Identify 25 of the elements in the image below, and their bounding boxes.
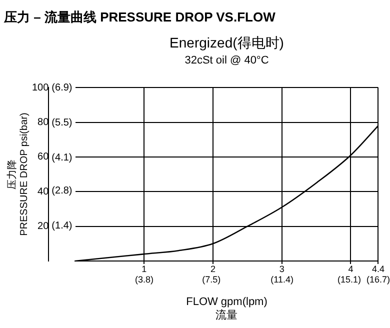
y-tick-label: 80 [38,117,50,128]
x2-tick-label: (7.5) [202,274,221,285]
x-axis-title: FLOW gpm(lpm) 流量 [186,296,268,322]
y-axis-title: 压力降 PRESSURE DROP psi(bar) [6,112,30,236]
x-tick-label: 4.4 [372,264,384,274]
y2-tick-label: (1.4) [52,220,72,232]
x-tick-label: 4 [348,264,354,274]
x2-tick-label: (16.7) [366,274,390,285]
y2-tick-label: (6.9) [52,82,72,94]
y-tick-label: 100 [32,82,50,94]
y2-tick-label: (2.8) [52,185,72,196]
chart-title: 压力 – 流量曲线 PRESSURE DROP VS.FLOW [3,9,276,24]
x2-tick-label: (3.8) [134,274,154,285]
y2-tick-label: (4.1) [52,152,72,164]
x-tick-label: 3 [279,264,284,274]
text: 32cSt oil @ 40°C [184,54,269,67]
y2-tick-label: (5.5) [52,118,72,129]
x-tick-label: 1 [142,264,147,274]
x2-tick-label: (11.4) [270,274,294,285]
y-tick-label: 60 [38,152,50,163]
x-tick-label: 2 [210,264,216,274]
y-tick-label: 40 [38,186,50,198]
chart-subtitle: Energized(得电时) [170,34,284,51]
y-tick-label: 20 [38,221,50,232]
x2-tick-label: (15.1) [337,274,361,285]
